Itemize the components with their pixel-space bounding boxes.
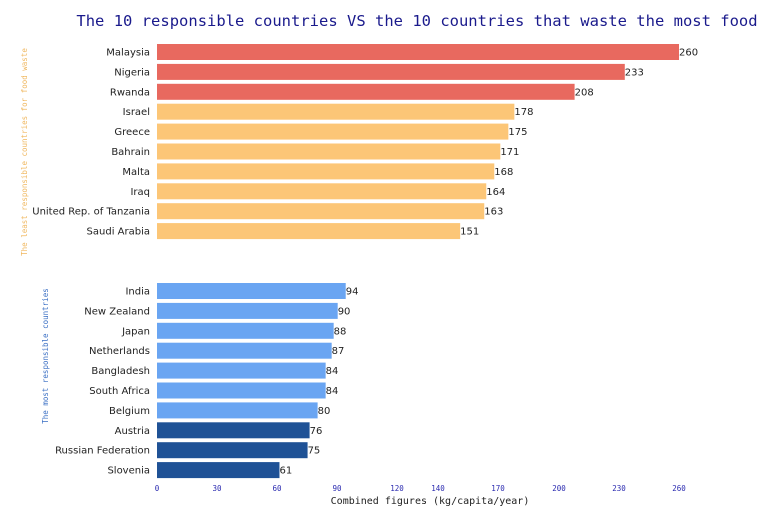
- bar-slovenia: [157, 462, 280, 479]
- bar-austria: [157, 422, 310, 439]
- value-label: 88: [334, 326, 347, 337]
- bar-iraq: [157, 183, 487, 200]
- bar-malaysia: [157, 44, 679, 60]
- bar-malta: [157, 163, 495, 180]
- x-tick-label: 30: [212, 484, 222, 493]
- category-label: Netherlands: [89, 346, 150, 357]
- bar-nigeria: [157, 63, 625, 80]
- value-label: 233: [625, 67, 644, 78]
- x-axis: 0 30 60 90 120 140 170 200 230 260: [155, 484, 687, 493]
- value-label: 260: [679, 48, 698, 59]
- value-label: 163: [484, 207, 503, 218]
- x-tick-label: 200: [552, 484, 566, 493]
- bar-south-africa: [157, 382, 326, 399]
- category-label: Malta: [122, 167, 150, 178]
- category-label: Saudi Arabia: [87, 227, 150, 238]
- category-label: Nigeria: [114, 67, 150, 78]
- bar-saudi-arabia: [157, 223, 461, 240]
- value-label: 80: [318, 406, 331, 417]
- category-label: United Rep. of Tanzania: [32, 207, 150, 218]
- bar-greece: [157, 123, 509, 140]
- value-label: 171: [500, 147, 519, 158]
- x-tick-label: 0: [155, 484, 160, 493]
- value-label: 168: [494, 167, 513, 178]
- category-label: Malaysia: [106, 48, 150, 59]
- x-tick-label: 170: [491, 484, 505, 493]
- value-label: 208: [575, 87, 594, 98]
- bar-bahrain: [157, 143, 501, 160]
- value-label: 75: [308, 446, 321, 457]
- value-label: 178: [514, 107, 533, 118]
- category-label: New Zealand: [84, 306, 150, 317]
- value-label: 151: [460, 227, 479, 238]
- x-axis-label: Combined figures (kg/capita/year): [331, 496, 530, 507]
- value-label: 84: [326, 366, 339, 377]
- bar-rwanda: [157, 83, 575, 100]
- x-tick-label: 140: [431, 484, 445, 493]
- category-label: Austria: [115, 426, 150, 437]
- bar-russian-federation: [157, 442, 308, 459]
- category-label: South Africa: [89, 386, 150, 397]
- category-label: India: [125, 287, 150, 298]
- value-label: 90: [338, 306, 351, 317]
- bar-japan: [157, 322, 334, 339]
- chart-title: The 10 responsible countries VS the 10 c…: [76, 12, 757, 30]
- bar-new-zealand: [157, 302, 338, 319]
- x-tick-label: 120: [390, 484, 404, 493]
- bar-belgium: [157, 402, 318, 419]
- bar-netherlands: [157, 342, 332, 359]
- bar-bangladesh: [157, 362, 326, 379]
- category-label: Russian Federation: [55, 446, 150, 457]
- value-label: 164: [486, 187, 505, 198]
- x-tick-label: 230: [612, 484, 626, 493]
- bars-layer: Malaysia 260 Nigeria 233 Rwanda 208 Israel 178 G…: [32, 44, 698, 479]
- category-label: Bahrain: [111, 147, 150, 158]
- value-label: 175: [508, 127, 527, 138]
- category-label: Greece: [114, 127, 150, 138]
- bar-india: [157, 283, 346, 299]
- category-label: Rwanda: [110, 87, 150, 98]
- value-label: 76: [310, 426, 323, 437]
- bar-united-rep-of-tanzania: [157, 203, 485, 220]
- value-label: 94: [346, 287, 359, 298]
- x-tick-label: 90: [332, 484, 342, 493]
- group-label-least-responsible: The least responsible countries for food…: [20, 48, 29, 256]
- x-tick-label: 60: [272, 484, 282, 493]
- x-tick-label: 260: [672, 484, 686, 493]
- category-label: Israel: [123, 107, 150, 118]
- value-label: 61: [279, 466, 292, 477]
- category-label: Japan: [121, 326, 150, 337]
- category-label: Bangladesh: [91, 366, 150, 377]
- value-label: 84: [326, 386, 339, 397]
- category-label: Iraq: [130, 187, 150, 198]
- category-label: Slovenia: [107, 466, 150, 477]
- bar-israel: [157, 103, 515, 120]
- value-label: 87: [332, 346, 345, 357]
- category-label: Belgium: [109, 406, 150, 417]
- group-label-most-responsible: The most responsible countries: [41, 288, 50, 423]
